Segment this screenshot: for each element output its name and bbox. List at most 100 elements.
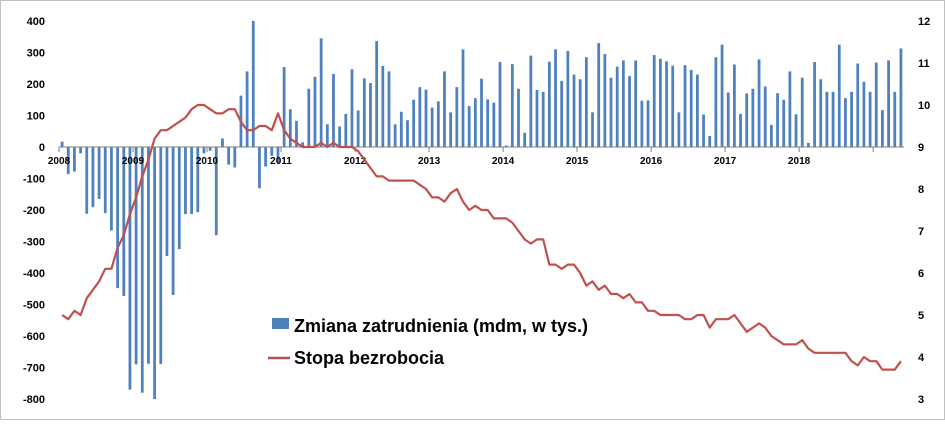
bar: [436, 101, 440, 147]
bar: [819, 79, 823, 147]
bar: [615, 66, 619, 147]
bar: [381, 66, 385, 147]
left-tick-label: -100: [23, 174, 45, 186]
bar: [418, 87, 422, 147]
bar: [467, 106, 471, 147]
bar: [307, 88, 311, 147]
bar: [362, 78, 366, 147]
bar: [584, 57, 588, 148]
bar: [782, 99, 786, 147]
bar: [165, 147, 169, 256]
bar: [103, 147, 107, 214]
legend-label-line: Stopa bezrobocia: [294, 348, 445, 368]
year-label: 2015: [566, 156, 589, 167]
bar: [504, 145, 508, 147]
bar: [159, 147, 163, 365]
left-tick-label: 400: [27, 16, 45, 28]
bar: [831, 91, 835, 148]
year-label: 2017: [714, 156, 737, 167]
bar: [443, 71, 446, 147]
bar: [455, 87, 459, 147]
bar: [874, 62, 878, 147]
bar: [79, 147, 82, 154]
bar: [245, 71, 249, 147]
bar: [628, 76, 631, 148]
bar: [208, 147, 212, 151]
right-tick-label: 6: [918, 268, 924, 280]
bar: [91, 147, 95, 208]
bar-series: [60, 21, 903, 399]
bar: [714, 57, 718, 148]
bar: [868, 91, 872, 148]
right-tick-label: 7: [918, 226, 924, 238]
right-tick-label: 3: [918, 394, 924, 406]
year-label: 2010: [196, 156, 219, 167]
bar: [850, 91, 853, 148]
bar: [893, 91, 897, 148]
bar: [726, 92, 730, 147]
bar: [881, 110, 884, 147]
bar: [110, 147, 113, 231]
bar: [325, 124, 329, 147]
right-axis-ticks: 12 11 10 9 8 7 6 5 4 3: [918, 16, 930, 406]
bar: [665, 61, 668, 147]
bar: [214, 147, 218, 236]
bar: [202, 147, 206, 154]
zero-axis-line: [58, 146, 904, 152]
left-tick-label: -800: [23, 394, 45, 406]
unemployment-line: [61, 103, 902, 371]
bar: [227, 147, 231, 165]
bar: [652, 55, 656, 147]
line-series: [61, 103, 902, 371]
bar: [807, 142, 810, 147]
bar: [739, 113, 742, 147]
bar: [510, 64, 514, 147]
bar: [486, 99, 490, 147]
bar: [887, 60, 890, 148]
bar: [177, 147, 181, 250]
bar: [677, 112, 681, 147]
bar: [140, 147, 144, 393]
year-label: 2014: [492, 156, 515, 167]
bar: [399, 111, 403, 147]
left-tick-label: -300: [23, 237, 45, 249]
bar: [658, 58, 662, 147]
bar: [523, 132, 527, 147]
bar: [560, 80, 564, 147]
bar: [757, 59, 761, 147]
bar: [393, 124, 397, 147]
bar: [233, 147, 237, 168]
bar: [770, 124, 773, 147]
bar: [813, 61, 816, 148]
bar: [73, 147, 76, 172]
bar: [689, 69, 693, 147]
bar: [554, 49, 557, 147]
bar: [375, 41, 379, 147]
year-label: 2013: [418, 156, 441, 167]
bar: [708, 135, 712, 147]
bar: [60, 141, 64, 147]
bar: [566, 50, 570, 147]
bar: [844, 98, 847, 147]
bar: [356, 110, 360, 147]
left-tick-label: 100: [27, 111, 45, 123]
bar: [276, 147, 280, 163]
left-tick-label: -200: [23, 205, 45, 217]
bar: [591, 112, 594, 147]
bar: [424, 89, 428, 147]
left-tick-label: -700: [23, 363, 45, 375]
bar: [430, 107, 434, 148]
left-tick-label: 0: [39, 142, 45, 154]
bar: [147, 147, 150, 364]
right-tick-label: 11: [918, 58, 930, 70]
bar: [288, 109, 292, 147]
bar: [517, 88, 520, 147]
bar: [153, 147, 156, 399]
bar: [473, 98, 477, 147]
bar: [640, 100, 644, 147]
bar: [825, 91, 829, 148]
bar: [788, 71, 792, 147]
bar: [695, 74, 699, 147]
bar: [609, 77, 613, 147]
